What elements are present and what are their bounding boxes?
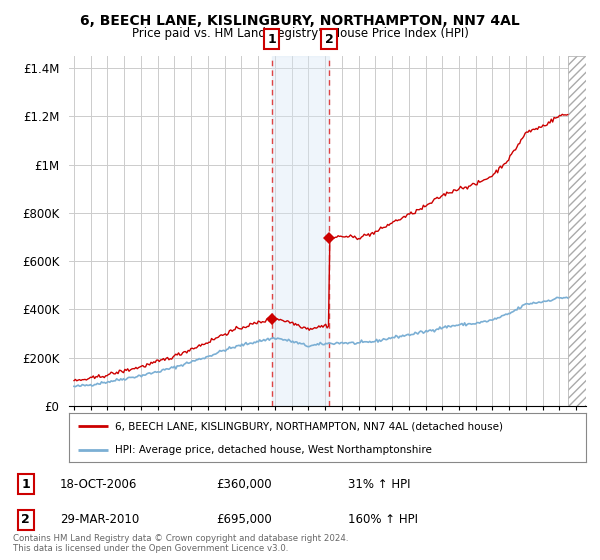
Text: 1: 1 [22, 478, 30, 491]
Text: 29-MAR-2010: 29-MAR-2010 [60, 513, 139, 526]
Text: 160% ↑ HPI: 160% ↑ HPI [348, 513, 418, 526]
Text: £360,000: £360,000 [216, 478, 272, 491]
Text: 1: 1 [267, 33, 276, 46]
Text: £695,000: £695,000 [216, 513, 272, 526]
Text: 18-OCT-2006: 18-OCT-2006 [60, 478, 137, 491]
Bar [272, 56, 329, 406]
Text: HPI: Average price, detached house, West Northamptonshire: HPI: Average price, detached house, West… [115, 445, 431, 455]
Text: 2: 2 [325, 33, 334, 46]
Text: Contains HM Land Registry data © Crown copyright and database right 2024.
This d: Contains HM Land Registry data © Crown c… [13, 534, 349, 553]
Text: 6, BEECH LANE, KISLINGBURY, NORTHAMPTON, NN7 4AL (detached house): 6, BEECH LANE, KISLINGBURY, NORTHAMPTON,… [115, 421, 503, 431]
Text: Price paid vs. HM Land Registry's House Price Index (HPI): Price paid vs. HM Land Registry's House … [131, 27, 469, 40]
Text: 31% ↑ HPI: 31% ↑ HPI [348, 478, 410, 491]
Text: 2: 2 [22, 513, 30, 526]
Bar [568, 56, 586, 406]
Text: 6, BEECH LANE, KISLINGBURY, NORTHAMPTON, NN7 4AL: 6, BEECH LANE, KISLINGBURY, NORTHAMPTON,… [80, 14, 520, 28]
